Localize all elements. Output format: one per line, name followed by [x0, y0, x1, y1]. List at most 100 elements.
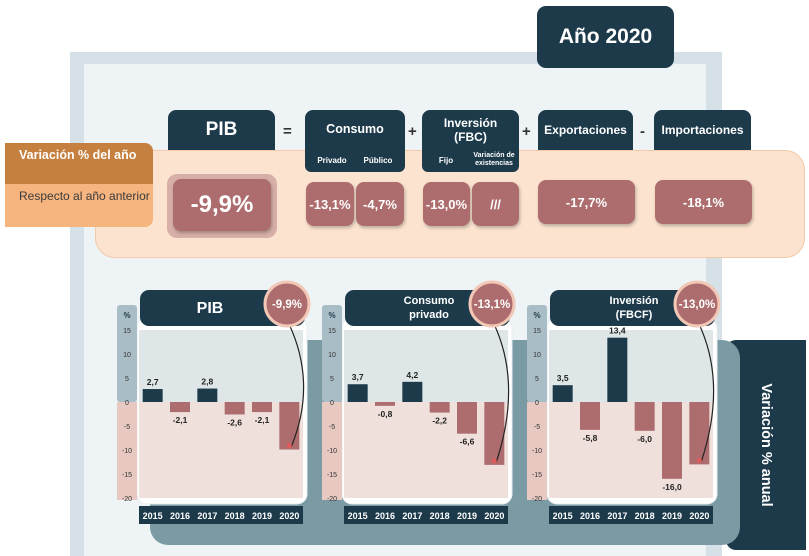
inversion-fijo-value: -13,0%: [423, 182, 470, 226]
chart-title-box: [550, 290, 715, 326]
data-label: -2,2: [432, 416, 447, 426]
bar: [457, 402, 477, 434]
bar: [662, 402, 682, 479]
badge-circle: [468, 280, 516, 328]
chart-title-line: (FBCF): [616, 309, 653, 321]
bar: [142, 389, 163, 402]
x-tick-label: 2020: [279, 511, 299, 521]
y-tick-label: -10: [327, 448, 337, 455]
y-tick-label: -15: [532, 472, 542, 479]
x-tick-label: 2018: [430, 511, 450, 521]
positive-area: [344, 330, 508, 402]
x-tick-label: 2019: [662, 511, 682, 521]
data-label: 13,4: [609, 326, 626, 336]
x-tick-label: 2016: [170, 511, 190, 521]
chart-title-line: privado: [409, 309, 449, 321]
data-label: -6,6: [460, 437, 475, 447]
y-axis-unit: %: [328, 311, 335, 320]
y-axis-strip-positive: [117, 305, 137, 402]
data-label: -5,8: [583, 433, 598, 443]
inversion-existencias-label: Variación de existencias: [473, 152, 515, 167]
y-tick-label: -20: [327, 496, 337, 503]
badge-value: -9,9%: [272, 299, 302, 311]
y-axis-unit: %: [533, 311, 540, 320]
minus-sign: -: [640, 123, 645, 140]
bar: [484, 402, 505, 465]
x-tick-label: 2016: [580, 511, 600, 521]
positive-area: [549, 330, 713, 402]
badge-connector: [698, 323, 715, 462]
data-label: 2,8: [201, 377, 213, 387]
y-tick-label: 15: [533, 328, 541, 335]
y-axis-strip-positive: [322, 305, 342, 402]
y-axis-strip-negative: [527, 402, 547, 500]
consumo-privado-value: -13,1%: [306, 182, 354, 226]
bar: [279, 402, 300, 450]
y-tick-label: 5: [330, 376, 334, 383]
bar: [634, 402, 655, 431]
badge-value: -13,0%: [679, 299, 715, 311]
x-tick-label: 2017: [402, 511, 422, 521]
y-tick-label: -10: [122, 448, 132, 455]
pib-value: -9,9%: [173, 179, 271, 231]
plus-sign: +: [522, 123, 531, 140]
y-tick-label: -20: [532, 496, 542, 503]
side-label: Variación % del año Respecto al año ante…: [5, 143, 153, 227]
bar: [552, 385, 573, 402]
equals-sign: =: [283, 123, 292, 140]
x-tick-label: 2020: [484, 511, 504, 521]
consumo-publico-label: Público: [363, 156, 393, 165]
bar: [580, 402, 600, 430]
side-label-title: Variación % del año: [5, 143, 153, 184]
x-tick-label: 2016: [375, 511, 395, 521]
importaciones-header: Importaciones: [654, 110, 751, 150]
consumo-publico-value: -4,7%: [356, 182, 404, 226]
y-tick-label: -20: [122, 496, 132, 503]
y-tick-label: 15: [328, 328, 336, 335]
side-label-subtitle: Respecto al año anterior: [5, 184, 153, 227]
y-axis-strip-negative: [117, 402, 137, 500]
data-label: -2,1: [173, 415, 188, 425]
x-axis-strip: [139, 506, 303, 524]
y-tick-label: -15: [122, 472, 132, 479]
year-title: Año 2020: [537, 6, 674, 68]
bar: [375, 402, 395, 406]
y-tick-label: 0: [535, 400, 539, 407]
bar: [197, 388, 218, 402]
data-label: 4,2: [406, 370, 418, 380]
chart-title-box: [345, 290, 510, 326]
inversion-subheader: [422, 150, 519, 172]
consumo-header: Consumo: [305, 110, 405, 150]
y-tick-label: 10: [328, 352, 336, 359]
exportaciones-value: -17,7%: [538, 180, 635, 224]
data-label: -6,0: [637, 434, 652, 444]
bar: [429, 402, 450, 413]
y-tick-label: 0: [330, 400, 334, 407]
y-tick-label: 5: [125, 376, 129, 383]
x-tick-label: 2018: [635, 511, 655, 521]
x-tick-label: 2017: [607, 511, 627, 521]
data-label: -16,0: [662, 482, 682, 492]
exportaciones-header: Exportaciones: [538, 110, 633, 150]
consumo-subheader: [305, 150, 405, 172]
chart-title-line: Consumo: [404, 295, 455, 307]
badge-dot: [286, 443, 292, 449]
x-tick-label: 2015: [553, 511, 573, 521]
consumo-privado-label: Privado: [317, 156, 347, 165]
y-tick-label: 5: [535, 376, 539, 383]
bar: [170, 402, 190, 413]
inversion-fijo-label: Fijo: [438, 156, 454, 165]
x-tick-label: 2019: [252, 511, 272, 521]
y-axis-strip-negative: [322, 402, 342, 500]
importaciones-value: -18,1%: [655, 180, 752, 224]
chart-title-box: [140, 290, 305, 326]
y-axis-unit: %: [123, 311, 130, 320]
data-label: 3,7: [352, 372, 364, 382]
negative-area: [139, 402, 303, 498]
badge-dot: [491, 458, 497, 464]
bar: [252, 402, 272, 413]
positive-area: [139, 330, 303, 402]
bar: [224, 402, 245, 415]
data-label: -2,1: [255, 415, 270, 425]
